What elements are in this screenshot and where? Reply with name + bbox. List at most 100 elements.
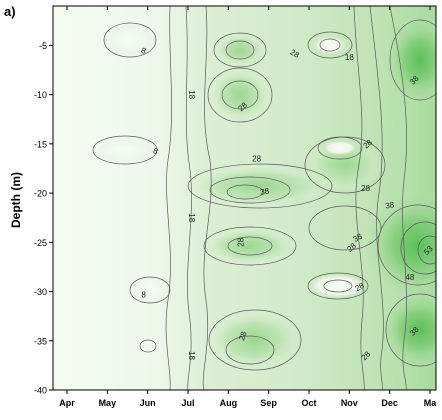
shade-blob bbox=[307, 139, 383, 191]
contour-label-text: 48 bbox=[405, 273, 414, 282]
y-tick-label: -15 bbox=[34, 139, 47, 149]
contour-line bbox=[129, 276, 171, 304]
y-tick-label: -35 bbox=[34, 336, 47, 346]
y-tick-label: -25 bbox=[34, 238, 47, 248]
contour-label-text: 8 bbox=[152, 146, 160, 156]
contour-label: 38 bbox=[385, 200, 396, 211]
x-tick-label: Jun bbox=[140, 398, 156, 408]
x-tick-label: May bbox=[99, 398, 117, 408]
contour-label-text: 18 bbox=[187, 351, 196, 360]
contour-line bbox=[203, 226, 297, 266]
contour-line bbox=[308, 205, 382, 251]
contour-line bbox=[353, 6, 365, 390]
contour-line bbox=[417, 235, 436, 265]
x-axis: Apr May Jun Jul Aug Sep Oct Nov Dec Ma bbox=[59, 6, 437, 408]
contour-line bbox=[377, 204, 436, 286]
y-axis-label: Depth (m) bbox=[9, 172, 23, 228]
shade-blob bbox=[210, 312, 300, 368]
shade-blob bbox=[380, 290, 436, 370]
contour-line bbox=[304, 136, 386, 194]
shade-blob bbox=[215, 34, 265, 66]
y-tick-label: -30 bbox=[34, 287, 47, 297]
contour-line bbox=[221, 80, 259, 110]
y-tick-label: -20 bbox=[34, 189, 47, 199]
plot-area: 8881818181828282828282828282828383838383… bbox=[53, 6, 436, 390]
plot-frame bbox=[52, 5, 437, 391]
contour-line bbox=[307, 272, 369, 300]
contour-line bbox=[227, 236, 273, 256]
contour-label: 18 bbox=[187, 351, 196, 360]
contour-line bbox=[202, 6, 212, 390]
contour-label: 18 bbox=[345, 53, 354, 62]
shade-blob bbox=[205, 228, 295, 264]
contour-label-text: 38 bbox=[260, 186, 271, 197]
contour-label: 18 bbox=[187, 213, 196, 222]
contour-label: 28 bbox=[252, 155, 261, 164]
contour-label: 8 bbox=[152, 146, 160, 156]
shade-blob bbox=[190, 166, 330, 206]
x-tick-label: Apr bbox=[59, 398, 75, 408]
contour-line bbox=[208, 309, 302, 371]
x-tick-label: Dec bbox=[381, 398, 398, 408]
x-tick-label: Aug bbox=[220, 398, 238, 408]
shade-blob bbox=[106, 24, 154, 56]
contour-line bbox=[213, 32, 267, 68]
contour-label-text: 28 bbox=[236, 237, 245, 246]
contour-label: 38 bbox=[260, 186, 271, 197]
contour-line bbox=[385, 293, 436, 367]
contour-label-text: 18 bbox=[187, 213, 196, 222]
contour-label: 18 bbox=[187, 90, 196, 99]
contour-label-text: 38 bbox=[385, 200, 396, 211]
shade-blob bbox=[324, 141, 356, 155]
shade-blob bbox=[310, 274, 366, 298]
x-tick-label: Oct bbox=[301, 398, 316, 408]
contour-line bbox=[92, 135, 158, 165]
contour-label-text: 28 bbox=[361, 184, 370, 193]
y-tick-label: -40 bbox=[34, 386, 47, 396]
contour-line bbox=[139, 339, 157, 353]
shade-blob bbox=[363, 190, 436, 300]
contour-line bbox=[103, 22, 157, 58]
contour-label: 8 bbox=[140, 46, 148, 56]
contour-line bbox=[209, 176, 291, 204]
contour-label-text: 8 bbox=[140, 46, 148, 56]
contour-line bbox=[226, 184, 264, 200]
contour-label: 28 bbox=[237, 330, 249, 342]
x-tick-label: Nov bbox=[341, 398, 358, 408]
shade-blob bbox=[314, 36, 346, 54]
contour-line bbox=[207, 67, 273, 123]
contour-line bbox=[225, 335, 275, 365]
contour-line bbox=[319, 38, 341, 52]
y-tick-label: -5 bbox=[39, 41, 47, 51]
panel-label: a) bbox=[4, 4, 16, 19]
contour-label-text: 28 bbox=[252, 155, 261, 164]
contour-line bbox=[307, 31, 353, 59]
contour-lines bbox=[92, 6, 436, 390]
contour-line bbox=[185, 6, 192, 390]
contour-label-text: 18 bbox=[187, 90, 196, 99]
contour-label-text: 28 bbox=[237, 330, 249, 342]
shade-blob bbox=[385, 15, 436, 105]
x-tick-label: Jul bbox=[181, 398, 194, 408]
shading-layer bbox=[95, 15, 436, 370]
contour-line bbox=[165, 6, 172, 390]
y-tick-label: -10 bbox=[34, 90, 47, 100]
contour-label: 48 bbox=[405, 273, 414, 282]
contour-line bbox=[389, 19, 436, 101]
contour-label-text: 18 bbox=[345, 53, 354, 62]
shade-blob bbox=[95, 136, 155, 164]
contour-line bbox=[225, 40, 255, 60]
y-axis: -5 -10 -15 -20 -25 -30 -35 -40 bbox=[34, 41, 53, 396]
shade-blob bbox=[210, 69, 270, 121]
contour-line bbox=[369, 6, 384, 390]
x-tick-label: Ma bbox=[424, 398, 437, 408]
contour-line bbox=[187, 163, 333, 209]
x-tick-label: Sep bbox=[260, 398, 277, 408]
shade-blob bbox=[130, 276, 170, 304]
contour-line bbox=[400, 221, 436, 275]
contour-label: 28 bbox=[236, 237, 245, 246]
contour-label: 8 bbox=[141, 290, 146, 299]
contour-line bbox=[323, 279, 353, 293]
